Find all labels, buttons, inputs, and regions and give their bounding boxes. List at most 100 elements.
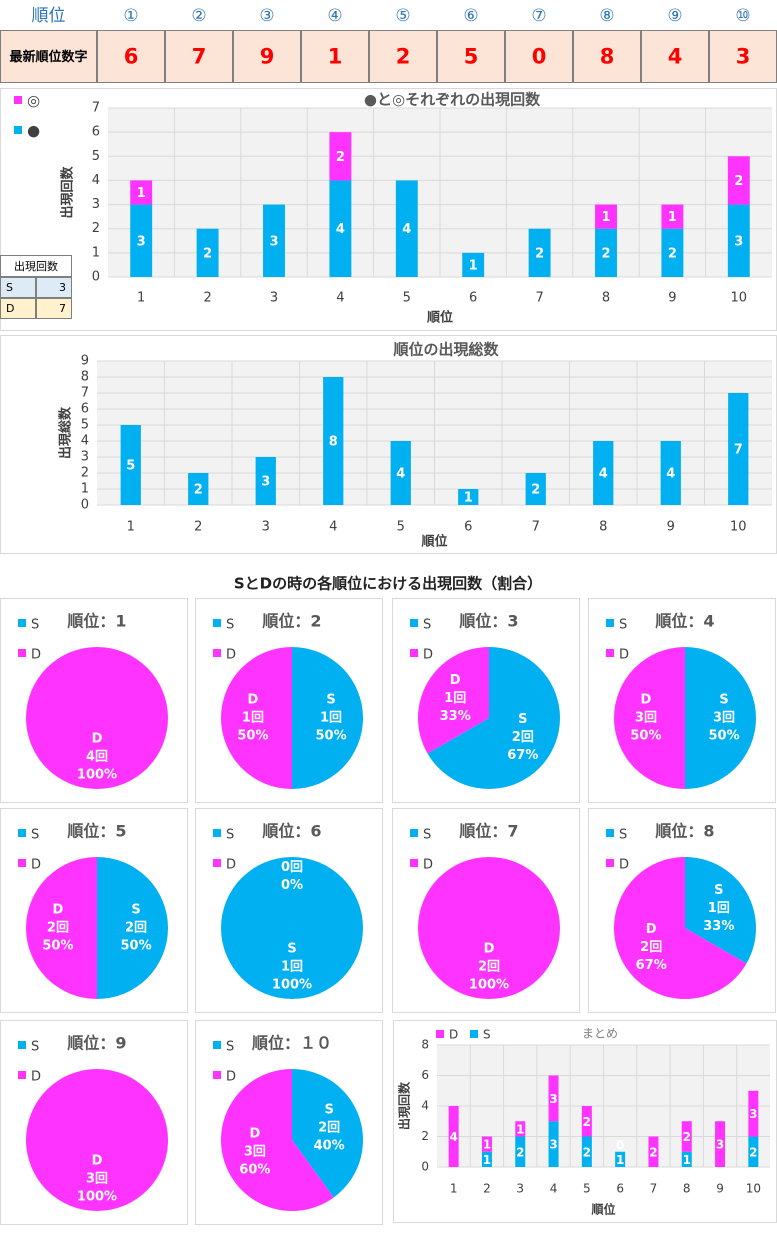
pie-slice: [292, 1069, 363, 1198]
x-tick-label: 3: [270, 291, 278, 306]
bar: [481, 1136, 492, 1152]
x-tick-label: 10: [730, 520, 747, 535]
chart-title: 順位の出現総数: [392, 341, 499, 359]
x-tick-label: 5: [583, 1182, 591, 1196]
data-label: 4回: [86, 750, 108, 765]
data-label: D: [248, 693, 259, 708]
legend-label: S: [31, 618, 39, 633]
chart-title: 順位：9: [66, 1034, 126, 1053]
data-label: 3: [137, 234, 146, 249]
header-value: 2: [396, 45, 411, 69]
legend-label: S: [31, 1040, 39, 1055]
data-label: 4: [666, 467, 675, 482]
pie-slice: [221, 857, 363, 999]
legend-swatch: [18, 619, 26, 627]
data-label: 8: [329, 435, 338, 450]
table-cell: [36, 298, 72, 319]
header-label: ④: [327, 6, 342, 26]
data-label: 50%: [237, 729, 268, 744]
pie-slice: [97, 857, 168, 999]
legend-swatch: [213, 829, 221, 837]
data-label: 1: [137, 186, 146, 201]
data-label: 1回: [708, 901, 730, 916]
data-label: 3回: [86, 1172, 108, 1187]
x-tick-label: 10: [731, 291, 748, 306]
data-label: 2: [749, 1145, 757, 1159]
data-label: 2回: [318, 1120, 340, 1135]
legend-swatch: [436, 1030, 444, 1038]
pie-slice: [26, 647, 168, 789]
legend-label: S: [226, 1040, 234, 1055]
data-label: 2: [194, 483, 203, 498]
table-cell: [36, 277, 72, 298]
data-label: 1: [683, 1153, 691, 1167]
legend-swatch: [410, 649, 418, 657]
legend-label: S: [483, 1028, 491, 1042]
table-cell: [301, 30, 369, 83]
x-tick-label: 6: [616, 1182, 624, 1196]
pie-slice: [427, 647, 560, 789]
bar: [196, 228, 219, 277]
table-cell: [369, 0, 437, 30]
data-label: 3: [749, 1107, 757, 1121]
y-tick-label: 2: [421, 1129, 429, 1143]
y-tick-label: 8: [421, 1038, 429, 1052]
x-tick-label: 2: [203, 291, 211, 306]
y-tick-label: 9: [81, 354, 89, 369]
bar: [727, 156, 750, 205]
data-label: 3: [734, 234, 743, 249]
header-label: ⑧: [599, 6, 614, 26]
bar: [593, 441, 614, 505]
data-label: S: [131, 903, 140, 918]
legend-label: D: [449, 1028, 458, 1042]
pie-slice: [221, 647, 292, 789]
data-label: D: [641, 693, 652, 708]
data-label: 1回: [242, 711, 264, 726]
pie-slice: [685, 857, 756, 964]
data-label: 3回: [635, 711, 657, 726]
pie-slice: [614, 647, 685, 789]
bar: [120, 425, 141, 505]
y-tick-label: 5: [92, 149, 100, 164]
table-cell-text: 7: [59, 302, 66, 315]
data-label: 100%: [469, 978, 509, 993]
legend-swatch: [213, 1071, 221, 1079]
legend-label: S: [226, 618, 234, 633]
y-axis-label: 出現総数: [58, 406, 74, 459]
x-tick-label: 2: [194, 520, 202, 535]
table-cell: [0, 30, 97, 83]
table-cell: [437, 30, 505, 83]
table-cell: [505, 0, 573, 30]
data-label: 1回: [320, 711, 342, 726]
y-axis-label: 出現回数: [60, 166, 76, 219]
data-label: 2回: [640, 940, 662, 955]
data-label: 3: [261, 475, 270, 490]
legend-label: D: [226, 648, 236, 663]
x-tick-label: 7: [535, 291, 543, 306]
header-label: ①: [123, 6, 138, 26]
x-tick-label: 1: [450, 1182, 458, 1196]
table-cell: [437, 0, 505, 30]
data-label: 3: [549, 1092, 557, 1106]
table-cell: [0, 0, 97, 30]
x-axis-label: 順位: [590, 1202, 615, 1217]
x-tick-label: 8: [602, 291, 610, 306]
legend-swatch: [410, 619, 418, 627]
y-tick-label: 6: [81, 402, 89, 417]
data-label: 2: [531, 483, 540, 498]
bar: [581, 1136, 592, 1167]
chart-title: 順位：4: [654, 612, 714, 631]
data-label: 2: [683, 1130, 691, 1144]
data-label: S: [326, 693, 335, 708]
data-label: 2: [583, 1145, 591, 1159]
table-cell: [573, 30, 641, 83]
header-value: 3: [736, 45, 751, 69]
data-label: 2: [336, 150, 345, 165]
y-tick-label: 2: [81, 466, 89, 481]
data-label: D: [484, 942, 495, 957]
pie-slice: [685, 647, 756, 789]
data-label: 1: [483, 1138, 491, 1152]
chart-title: まとめ: [582, 1027, 618, 1041]
bar: [595, 228, 617, 277]
bar: [448, 1106, 459, 1167]
